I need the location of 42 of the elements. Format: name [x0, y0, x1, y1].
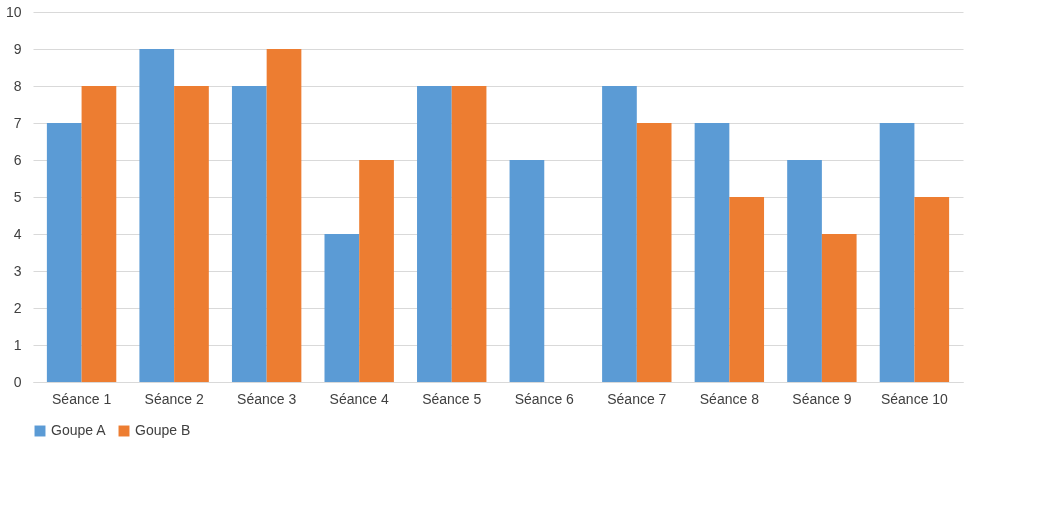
bar: [231, 86, 267, 382]
bar: [359, 160, 394, 382]
bar: [81, 86, 117, 382]
y-tick-label: 5: [13, 188, 22, 205]
y-tick-label: 7: [13, 114, 22, 131]
bar: [139, 49, 175, 382]
bar: [46, 123, 82, 382]
x-tick-label: Séance 2: [144, 390, 204, 407]
x-tick-label: Séance 1: [52, 390, 112, 407]
x-tick-label: Séance 3: [237, 390, 297, 407]
y-tick-label: 1: [13, 336, 22, 353]
legend-label: Goupe A: [51, 422, 107, 438]
y-tick-label: 3: [13, 262, 22, 279]
bar: [694, 123, 730, 382]
y-tick-label: 0: [13, 373, 22, 390]
bar: [787, 160, 822, 382]
x-tick-label: Séance 4: [329, 390, 389, 407]
x-tick-label: Séance 6: [514, 390, 575, 407]
y-tick-label: 2: [13, 299, 22, 316]
bar: [266, 49, 302, 382]
bar: [602, 86, 637, 382]
x-tick-label: Séance 9: [792, 390, 852, 407]
bar: [821, 234, 857, 382]
bar: [451, 86, 487, 382]
x-tick-label: Séance 7: [607, 390, 667, 407]
y-tick-label: 6: [13, 151, 22, 168]
y-tick-label: 9: [13, 40, 22, 57]
bar: [324, 234, 360, 382]
x-tick-label: Séance 8: [699, 390, 760, 407]
bar: [879, 123, 915, 382]
bar: [417, 86, 452, 382]
y-tick-label: 8: [13, 77, 22, 94]
x-tick-label: Séance 10: [880, 390, 949, 407]
y-tick-label: 10: [5, 3, 22, 20]
legend-label: Goupe B: [135, 422, 191, 438]
bar: [729, 197, 765, 382]
bar: [174, 86, 209, 382]
y-tick-label: 4: [13, 225, 22, 242]
bar: [914, 197, 950, 382]
x-tick-label: Séance 5: [422, 390, 482, 407]
bar: [636, 123, 672, 382]
bar: [509, 160, 545, 382]
